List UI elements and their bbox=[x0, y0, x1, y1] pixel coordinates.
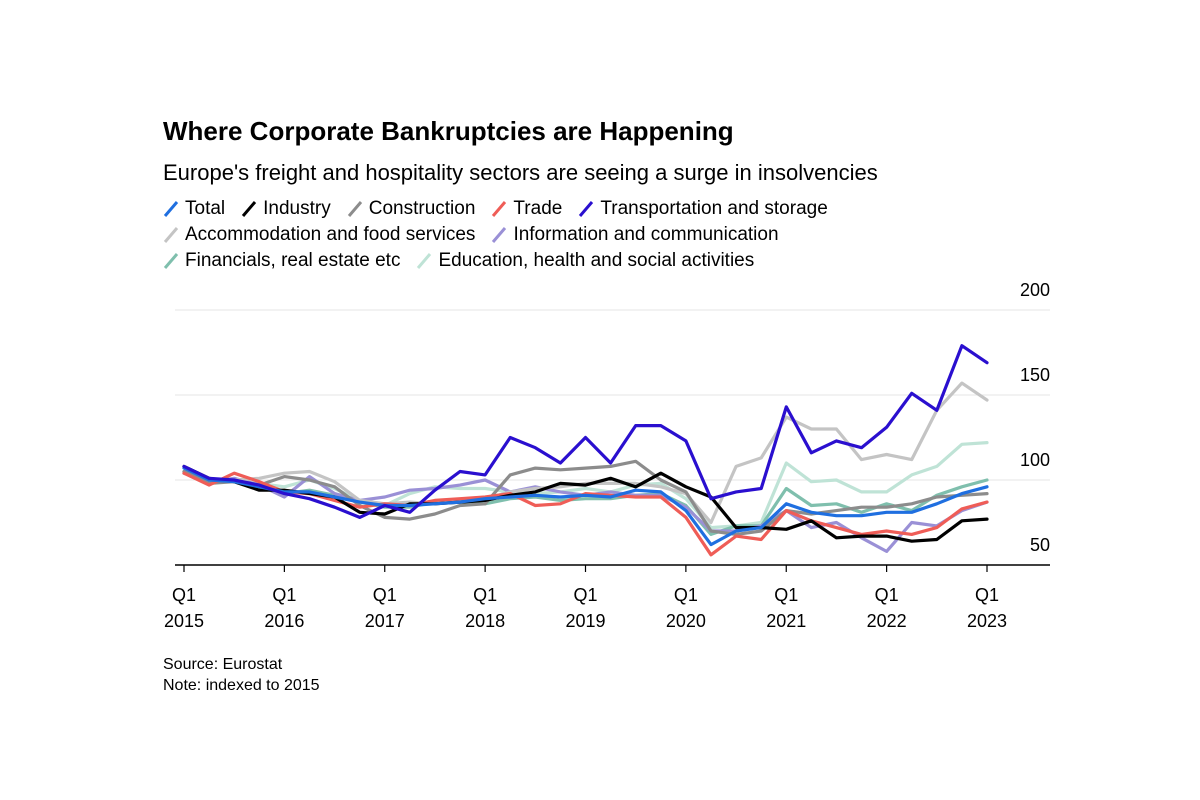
legend-swatch bbox=[242, 200, 257, 217]
source: Source: Eurostat bbox=[163, 656, 283, 673]
note: Note: indexed to 2015 bbox=[163, 677, 320, 694]
x-tick-label: Q1 2017 bbox=[364, 585, 405, 631]
legend-item: Total bbox=[163, 197, 225, 220]
legend-label: Information and communication bbox=[513, 223, 779, 245]
x-tick-label: Q1 2021 bbox=[766, 585, 807, 631]
legend-label: Construction bbox=[368, 197, 476, 219]
legend: Total Industry Construction Trade Transporta… bbox=[163, 197, 933, 272]
x-tick-label: Q1 2018 bbox=[465, 585, 506, 631]
legend-item: Trade bbox=[491, 197, 562, 220]
legend-label: Trade bbox=[513, 197, 563, 219]
legend-item: Accommodation and food services bbox=[163, 223, 475, 246]
series-line bbox=[182, 344, 989, 519]
y-tick-label: 50 bbox=[1029, 535, 1050, 555]
legend-swatch bbox=[163, 200, 179, 217]
legend-swatch-line bbox=[579, 200, 594, 217]
legend-label: Transportation and storage bbox=[600, 197, 828, 219]
legend-swatch bbox=[579, 200, 594, 217]
legend-swatch-line bbox=[417, 252, 432, 269]
legend-swatch bbox=[492, 200, 507, 217]
legend-swatch-line bbox=[347, 200, 362, 217]
x-tick-label: Q1 2022 bbox=[866, 585, 907, 631]
legend-label: Industry bbox=[263, 197, 331, 219]
legend-swatch-line bbox=[163, 226, 179, 243]
chart-subtitle: Europe's freight and hospitality sectors… bbox=[163, 160, 878, 185]
legend-item: Information and communication bbox=[491, 223, 779, 246]
series-line bbox=[182, 464, 989, 543]
legend-label: Accommodation and food services bbox=[185, 223, 476, 245]
legend-label: Total bbox=[185, 197, 226, 219]
x-tick-label: Q1 2019 bbox=[565, 585, 606, 631]
legend-swatch bbox=[163, 226, 179, 243]
chart-title: Where Corporate Bankruptcies are Happeni… bbox=[163, 116, 734, 146]
legend-swatch-line bbox=[163, 252, 179, 269]
y-tick-label: 100 bbox=[1019, 450, 1050, 470]
legend-swatch bbox=[492, 226, 507, 243]
legend-swatch-line bbox=[242, 200, 257, 217]
x-tick-label: Q1 2020 bbox=[665, 585, 706, 631]
legend-item: Financials, real estate etc bbox=[163, 249, 400, 272]
legend-item: Construction bbox=[347, 197, 476, 220]
legend-swatch-line bbox=[492, 200, 507, 217]
legend-swatch bbox=[347, 200, 362, 217]
x-tick-label: Q1 2023 bbox=[966, 585, 1008, 631]
legend-item: Industry bbox=[241, 197, 331, 220]
legend-label: Education, health and social activities bbox=[438, 249, 755, 271]
legend-swatch-line bbox=[163, 200, 179, 217]
series-line bbox=[182, 381, 989, 525]
legend-item: Transportation and storage bbox=[578, 197, 828, 220]
y-tick-label: 150 bbox=[1019, 365, 1050, 385]
legend-label: Financials, real estate etc bbox=[185, 249, 401, 271]
x-tick-label: Q1 2016 bbox=[264, 585, 305, 631]
legend-swatch bbox=[163, 252, 179, 269]
y-tick-label: 200 bbox=[1019, 280, 1050, 300]
x-tick-label: Q1 2015 bbox=[163, 585, 205, 631]
legend-item: Education, health and social activities bbox=[416, 249, 754, 272]
legend-swatch bbox=[417, 252, 432, 269]
legend-swatch-line bbox=[492, 226, 507, 243]
series-line bbox=[182, 459, 989, 536]
series-line bbox=[182, 466, 989, 547]
